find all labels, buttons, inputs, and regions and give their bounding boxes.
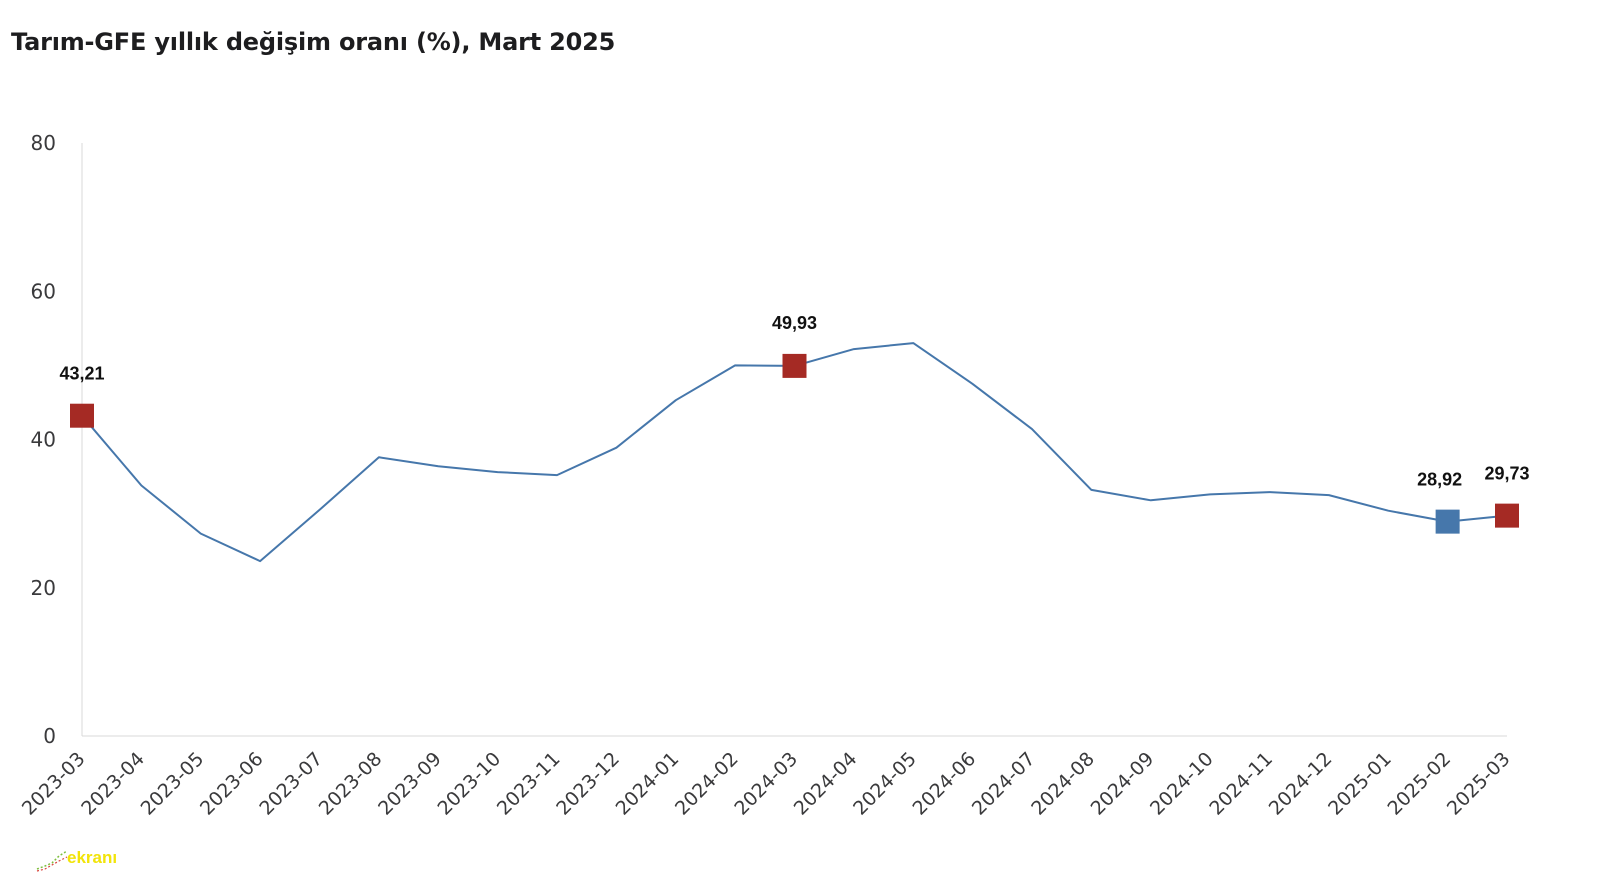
watermark-text: ekranı bbox=[67, 848, 118, 867]
x-tick-label: 2023-12 bbox=[552, 748, 624, 820]
x-tick-label: 2024-03 bbox=[730, 748, 802, 820]
y-tick-label: 60 bbox=[31, 279, 56, 303]
y-axis-ticks: 0 20 40 60 80 bbox=[31, 131, 56, 748]
data-label: 28,92 bbox=[1417, 470, 1462, 490]
y-tick-label: 20 bbox=[31, 576, 56, 600]
logo-sparkline-icon bbox=[36, 850, 68, 872]
x-tick-label: 2024-10 bbox=[1146, 748, 1218, 820]
x-tick-label: 2024-05 bbox=[849, 748, 921, 820]
x-tick-label: 2023-03 bbox=[18, 748, 90, 820]
data-label: 49,93 bbox=[772, 313, 817, 333]
data-label: 43,21 bbox=[59, 364, 104, 384]
data-label: 29,73 bbox=[1484, 464, 1529, 484]
x-tick-label: 2024-01 bbox=[612, 748, 684, 820]
highlight-marker bbox=[70, 403, 94, 428]
data-labels: 43,21 49,93 28,92 29,73 bbox=[59, 313, 1529, 490]
x-tick-label: 2025-03 bbox=[1443, 748, 1515, 820]
highlight-marker bbox=[1495, 503, 1519, 528]
y-tick-label: 0 bbox=[43, 724, 56, 748]
x-tick-label: 2023-08 bbox=[315, 748, 387, 820]
x-tick-label: 2025-02 bbox=[1383, 748, 1455, 820]
axes bbox=[81, 143, 1507, 737]
highlight-markers bbox=[70, 353, 1519, 534]
x-tick-label: 2024-11 bbox=[1205, 748, 1277, 820]
x-tick-label: 2023-07 bbox=[255, 748, 327, 820]
highlight-marker bbox=[782, 353, 807, 378]
chart-title: Tarım-GFE yıllık değişim oranı (%), Mart… bbox=[11, 28, 616, 56]
x-axis-ticks: 2023-032023-042023-052023-062023-072023-… bbox=[18, 748, 1515, 820]
x-tick-label: 2023-09 bbox=[374, 748, 446, 820]
x-tick-label: 2024-02 bbox=[671, 748, 743, 820]
x-tick-label: 2023-10 bbox=[433, 748, 505, 820]
x-tick-label: 2024-09 bbox=[1087, 748, 1159, 820]
highlight-marker bbox=[1435, 509, 1460, 534]
x-tick-label: 2023-06 bbox=[196, 748, 268, 820]
x-tick-label: 2024-08 bbox=[1027, 748, 1099, 820]
x-tick-label: 2023-05 bbox=[137, 748, 209, 820]
y-tick-label: 80 bbox=[31, 131, 56, 155]
x-tick-label: 2024-12 bbox=[1265, 748, 1337, 820]
x-tick-label: 2023-11 bbox=[493, 748, 565, 820]
x-tick-label: 2025-01 bbox=[1324, 748, 1396, 820]
y-tick-label: 40 bbox=[31, 428, 56, 452]
x-tick-label: 2023-04 bbox=[77, 748, 149, 820]
watermark-logo: ekranı bbox=[36, 843, 146, 883]
x-tick-label: 2024-04 bbox=[790, 748, 862, 820]
x-tick-label: 2024-07 bbox=[968, 748, 1040, 820]
x-tick-label: 2024-06 bbox=[908, 748, 980, 820]
